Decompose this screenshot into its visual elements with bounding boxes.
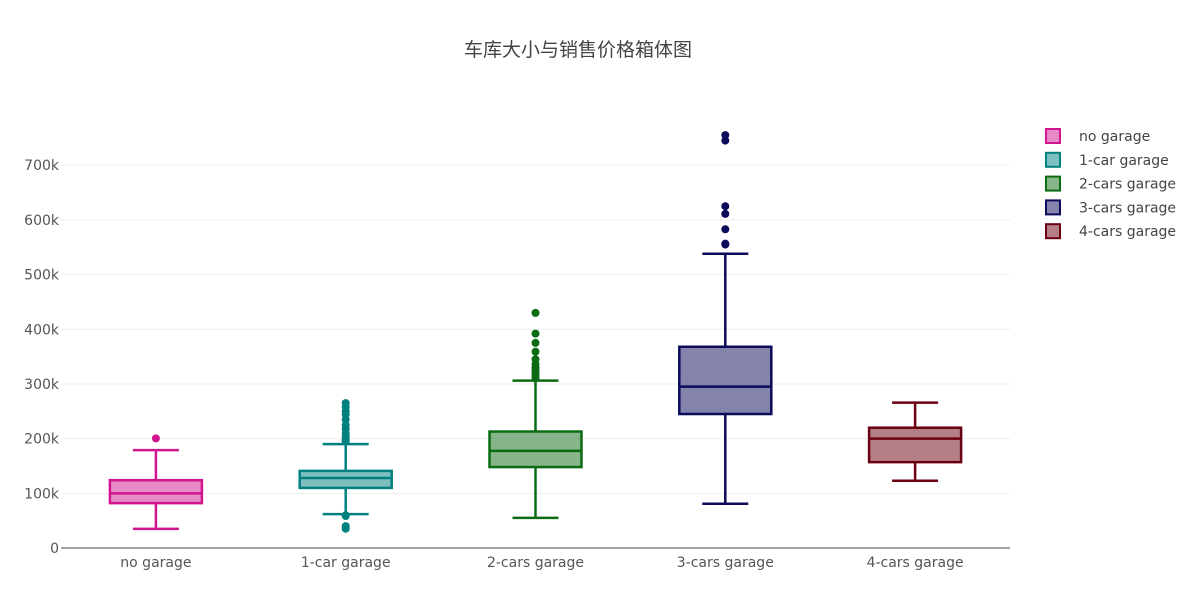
chart-title: 车库大小与销售价格箱体图 [464, 39, 692, 61]
outlier-point [721, 131, 730, 140]
legend-swatch [1045, 128, 1061, 144]
legend[interactable]: no garage 1-car garage 2-cars garage 3-cars… [1045, 128, 1176, 240]
legend-label: 2-cars garage [1079, 177, 1176, 193]
outlier-point [531, 338, 540, 347]
outlier-point [531, 355, 540, 364]
outlier-point [341, 420, 350, 429]
y-tick-label: 300k [24, 377, 60, 393]
y-tick-label: 0 [50, 541, 59, 557]
outlier-point [151, 434, 160, 443]
outlier-point [721, 202, 730, 211]
x-tick-label: 1-car garage [301, 555, 391, 571]
legend-item-1-car-garage[interactable]: 1-car garage [1045, 151, 1169, 169]
legend-label: 4-cars garage [1079, 224, 1176, 240]
legend-swatch [1045, 199, 1061, 216]
legend-item-no-garage[interactable]: no garage [1045, 128, 1150, 145]
box-iqr [298, 469, 393, 490]
y-tick-label: 500k [24, 268, 60, 284]
outlier-point [341, 511, 350, 520]
y-tick-label: 100k [24, 486, 60, 502]
x-tick-label: 4-cars garage [867, 555, 964, 571]
box-4-cars-garage[interactable] [867, 401, 963, 482]
y-tick-label: 600k [24, 213, 60, 229]
box-iqr [108, 478, 204, 505]
outlier-point [531, 347, 540, 356]
box-iqr [678, 345, 773, 416]
legend-swatch [1045, 151, 1061, 168]
outlier-point [531, 329, 540, 338]
outlier-point [721, 209, 730, 218]
legend-swatch [1045, 223, 1061, 240]
box-iqr [488, 430, 583, 469]
boxes [108, 131, 963, 533]
outlier-point [531, 308, 540, 317]
box-no-garage[interactable] [108, 434, 204, 531]
y-tick-label: 700k [24, 158, 60, 174]
outlier-point [721, 136, 730, 145]
x-tick-label: 2-cars garage [487, 555, 584, 571]
outlier-point [341, 522, 350, 531]
outlier-point [341, 399, 350, 408]
legend-item-3-cars-garage[interactable]: 3-cars garage [1045, 199, 1176, 216]
y-tick-label: 200k [24, 432, 60, 448]
y-tick-label: 400k [24, 322, 60, 338]
outlier-point [721, 225, 730, 234]
legend-label: 3-cars garage [1079, 200, 1176, 216]
box-2-cars-garage[interactable] [488, 308, 583, 520]
box-iqr [867, 426, 963, 464]
legend-label: no garage [1079, 129, 1150, 145]
x-tick-label: no garage [120, 555, 191, 571]
x-tick-label: 3-cars garage [677, 555, 774, 571]
legend-item-4-cars-garage[interactable]: 4-cars garage [1045, 223, 1176, 240]
outlier-point [721, 239, 730, 248]
legend-label: 1-car garage [1079, 153, 1169, 169]
box-1-car-garage[interactable] [298, 399, 393, 533]
legend-item-2-cars-garage[interactable]: 2-cars garage [1045, 175, 1176, 193]
legend-swatch [1045, 175, 1061, 192]
box-3-cars-garage[interactable] [678, 131, 773, 505]
axes: 0 100k 200k 300k 400k 500k 600k 700k no garage 1-… [24, 158, 1010, 571]
